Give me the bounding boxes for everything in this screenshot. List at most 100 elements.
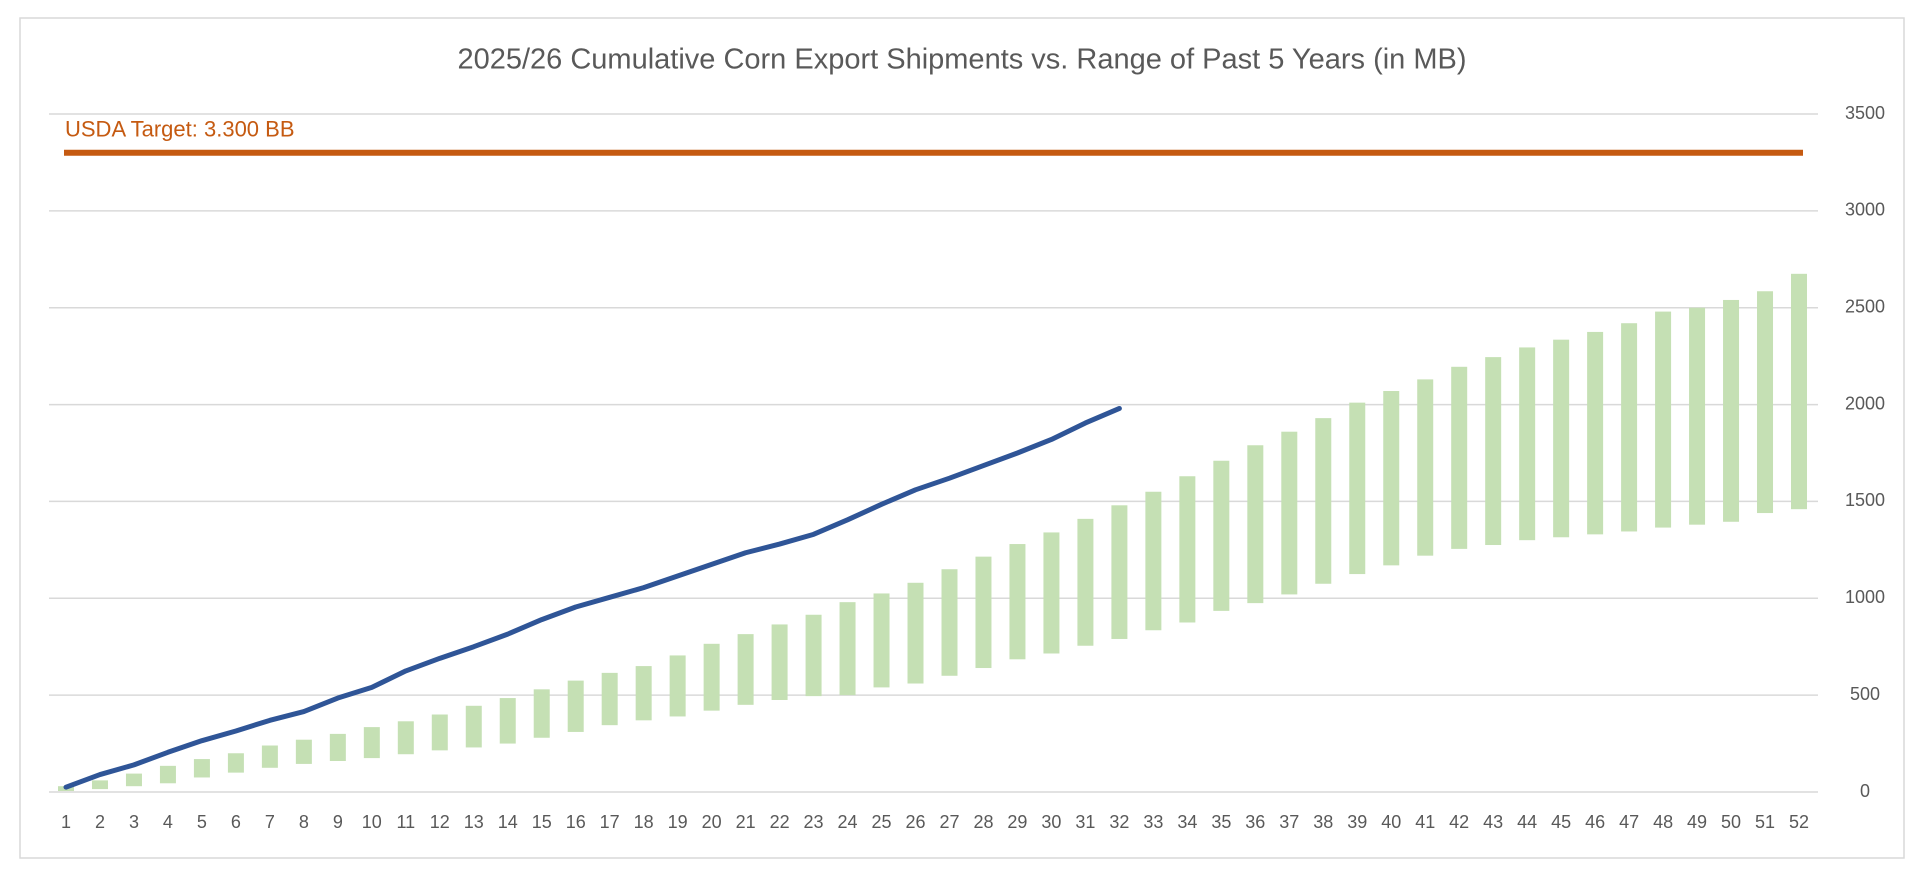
range-bar	[329, 733, 346, 762]
x-tick-label: 16	[566, 812, 586, 832]
range-bar	[873, 593, 890, 688]
x-tick-label: 4	[163, 812, 173, 832]
x-tick-label: 3	[129, 812, 139, 832]
range-bar	[125, 773, 142, 787]
x-tick-label: 48	[1653, 812, 1673, 832]
x-tick-label: 43	[1483, 812, 1503, 832]
chart-title: 2025/26 Cumulative Corn Export Shipments…	[457, 44, 1466, 76]
y-tick-label: 2500	[1845, 296, 1885, 316]
y-tick-label: 1000	[1845, 587, 1885, 607]
x-tick-label: 24	[838, 812, 858, 832]
line	[63, 405, 1122, 790]
x-tick-label: 42	[1449, 812, 1469, 832]
x-tick-label: 12	[430, 812, 450, 832]
x-tick-label: 10	[362, 812, 382, 832]
range-bar	[737, 634, 754, 705]
x-tick-label: 28	[973, 812, 993, 832]
x-tick-label: 19	[668, 812, 688, 832]
x-tick-label: 30	[1041, 812, 1061, 832]
range-bar	[567, 680, 584, 732]
range-bar	[295, 739, 312, 764]
x-tick-label: 39	[1347, 812, 1367, 832]
range-bar	[1145, 491, 1162, 631]
x-tick-label: 18	[634, 812, 654, 832]
y-tick-label: 0	[1860, 781, 1870, 801]
x-tick-label: 38	[1313, 812, 1333, 832]
range-bar	[839, 602, 856, 696]
y-tick-label: 3000	[1845, 200, 1885, 220]
y-tick-label: 3500	[1845, 103, 1885, 123]
range-bar	[1383, 391, 1400, 566]
x-tick-label: 32	[1109, 812, 1129, 832]
range-bar	[1247, 445, 1264, 604]
x-tick-label: 13	[464, 812, 484, 832]
range-bar	[1349, 402, 1366, 575]
range-bar	[91, 780, 108, 790]
y-tick-label: 500	[1850, 684, 1880, 704]
range-bar	[1009, 544, 1026, 660]
x-tick-label: 46	[1585, 812, 1605, 832]
range-bar	[465, 705, 482, 748]
target-label: USDA Target: 3.300 BB	[65, 117, 295, 142]
x-tick-label: 2	[95, 812, 105, 832]
range-bar	[1485, 357, 1502, 546]
x-tick-label: 35	[1211, 812, 1231, 832]
x-tick-label: 5	[197, 812, 207, 832]
range-bar	[499, 698, 516, 744]
x-tick-label: 44	[1517, 812, 1537, 832]
range-bar	[907, 582, 924, 684]
range-bar	[1179, 476, 1196, 623]
x-tick-label: 26	[905, 812, 925, 832]
range-bar	[1723, 299, 1740, 522]
x-tick-label: 15	[532, 812, 552, 832]
y-tick-label: 2000	[1845, 393, 1885, 413]
range-bar	[601, 672, 618, 726]
x-tick-label: 17	[600, 812, 620, 832]
range-bar	[397, 721, 414, 755]
x-tick-label: 11	[396, 812, 415, 832]
range-bar	[1281, 431, 1298, 595]
range-bar	[1519, 347, 1536, 541]
range-bar	[533, 689, 550, 738]
x-tick-label: 1	[61, 812, 71, 832]
range-bar	[1791, 273, 1807, 510]
x-tick-label: 7	[265, 812, 275, 832]
range-bar	[1417, 379, 1434, 556]
range-bar	[1587, 331, 1604, 535]
range-bar	[703, 643, 720, 711]
x-tick-label: 37	[1279, 812, 1299, 832]
x-tick-label: 36	[1245, 812, 1265, 832]
range-bar	[669, 655, 686, 717]
x-tick-label: 29	[1007, 812, 1027, 832]
x-tick-label: 34	[1177, 812, 1197, 832]
range-bar	[227, 753, 244, 773]
x-tick-label: 49	[1687, 812, 1707, 832]
x-tick-label: 51	[1755, 812, 1775, 832]
x-tick-label: 9	[333, 812, 343, 832]
range-bar	[363, 727, 380, 759]
range-bar	[159, 765, 176, 784]
range-bar	[1757, 291, 1774, 514]
range-bar	[635, 666, 652, 721]
range-bar	[1655, 311, 1672, 528]
x-tick-label: 22	[770, 812, 790, 832]
range-bar	[1621, 323, 1638, 532]
x-tick-label: 20	[702, 812, 722, 832]
x-tick-label: 23	[804, 812, 824, 832]
range-bar	[261, 745, 278, 768]
x-tick-label: 14	[498, 812, 518, 832]
x-tick-label: 6	[231, 812, 241, 832]
range-bar	[1077, 518, 1094, 646]
y-tick-label: 1500	[1845, 490, 1885, 510]
x-tick-label: 27	[939, 812, 959, 832]
x-tick-label: 41	[1415, 812, 1435, 832]
range-bar	[431, 714, 448, 751]
x-tick-label: 40	[1381, 812, 1401, 832]
x-tick-label: 50	[1721, 812, 1741, 832]
range-bar	[941, 569, 958, 676]
x-tick-label: 45	[1551, 812, 1571, 832]
x-tick-label: 31	[1075, 812, 1095, 832]
range-bar	[1553, 339, 1570, 538]
x-tick-label: 21	[736, 812, 756, 832]
